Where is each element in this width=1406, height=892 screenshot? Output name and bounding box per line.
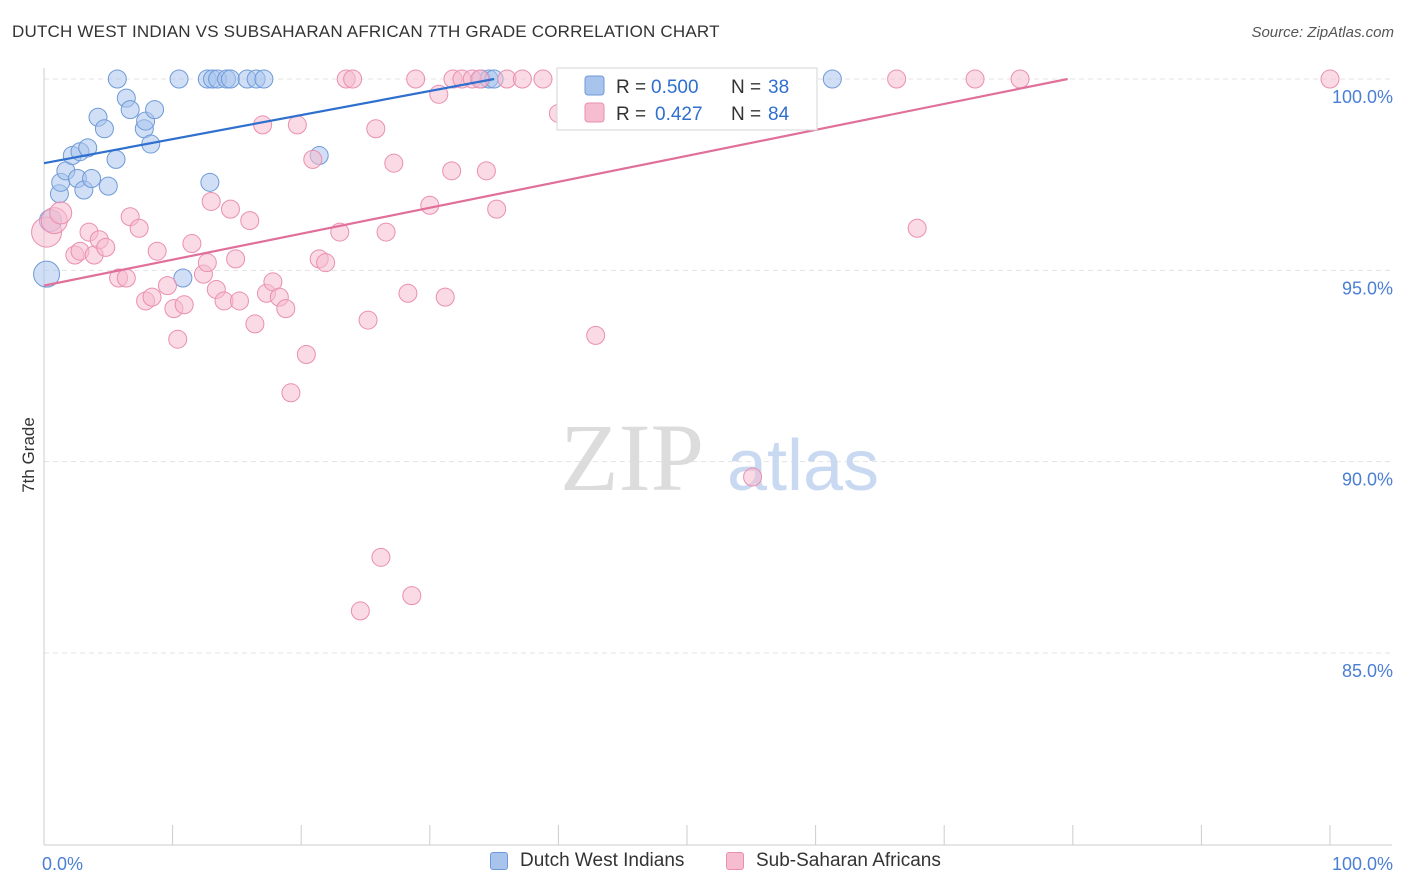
point-sub-saharan-african bbox=[229, 291, 249, 311]
point-sub-saharan-african bbox=[287, 115, 307, 135]
point-dutch-west-indian bbox=[169, 69, 189, 89]
point-sub-saharan-african bbox=[512, 69, 532, 89]
legend-box: R = 0.500 N = 38 R = 0.427 N = 84 bbox=[556, 67, 818, 131]
point-dutch-west-indian bbox=[106, 149, 126, 169]
point-dutch-west-indian bbox=[98, 176, 118, 196]
point-sub-saharan-african bbox=[442, 161, 462, 181]
point-sub-saharan-african bbox=[384, 153, 404, 173]
legend-label-sub-saharan-africans: Sub-Saharan Africans bbox=[756, 850, 941, 871]
legend-n-label-blue: N = bbox=[731, 77, 761, 98]
point-sub-saharan-african bbox=[1010, 69, 1030, 89]
trendline-sub-saharan-african bbox=[43, 77, 1068, 287]
point-sub-saharan-african bbox=[965, 69, 985, 89]
point-dutch-west-indian bbox=[173, 268, 193, 288]
y-axis-label: 7th Grade bbox=[19, 417, 38, 493]
point-sub-saharan-african bbox=[168, 329, 188, 349]
point-sub-saharan-african bbox=[476, 161, 496, 181]
point-dutch-west-indian bbox=[254, 69, 274, 89]
legend-swatch-pink bbox=[584, 102, 605, 123]
point-sub-saharan-african bbox=[420, 195, 440, 215]
point-sub-saharan-african bbox=[129, 218, 149, 238]
point-sub-saharan-african bbox=[907, 218, 927, 238]
legend-swatch-sub-saharan-africans bbox=[726, 852, 744, 870]
x-tick-label-max: 100.0% bbox=[1332, 854, 1393, 874]
legend-n-value-pink: 84 bbox=[768, 104, 790, 125]
y-tick-label: 95.0% bbox=[1342, 278, 1393, 298]
point-sub-saharan-african bbox=[240, 211, 260, 231]
point-dutch-west-indian bbox=[82, 168, 102, 188]
legend-r-value-pink: 0.427 bbox=[655, 104, 703, 125]
trendline-dutch-west-indian bbox=[43, 77, 495, 165]
point-dutch-west-indian bbox=[220, 69, 240, 89]
point-sub-saharan-african bbox=[406, 69, 426, 89]
point-sub-saharan-african bbox=[350, 601, 370, 621]
point-sub-saharan-african bbox=[220, 199, 240, 219]
point-sub-saharan-african bbox=[49, 201, 73, 225]
point-sub-saharan-african bbox=[174, 295, 194, 315]
bottom-legend: Dutch West Indians Sub-Saharan Africans bbox=[0, 850, 1406, 880]
point-dutch-west-indian bbox=[33, 260, 61, 288]
watermark-atlas: atlas bbox=[727, 426, 879, 506]
point-sub-saharan-african bbox=[376, 222, 396, 242]
y-tick-label: 85.0% bbox=[1342, 661, 1393, 681]
point-sub-saharan-african bbox=[435, 287, 455, 307]
legend-swatch-dutch-west-indians bbox=[490, 852, 508, 870]
legend-n-label-pink: N = bbox=[731, 104, 761, 125]
point-sub-saharan-african bbox=[316, 253, 336, 273]
legend-label-dutch-west-indians: Dutch West Indians bbox=[520, 850, 685, 871]
point-dutch-west-indian bbox=[78, 138, 98, 158]
watermark-zip: ZIP bbox=[560, 404, 704, 511]
point-dutch-west-indian bbox=[107, 69, 127, 89]
point-sub-saharan-african bbox=[201, 191, 221, 211]
y-tick-label: 100.0% bbox=[1332, 87, 1393, 107]
legend-r-value-blue: 0.500 bbox=[651, 77, 699, 98]
legend-swatch-blue bbox=[584, 75, 605, 96]
point-sub-saharan-african bbox=[245, 314, 265, 334]
point-sub-saharan-african bbox=[398, 283, 418, 303]
point-sub-saharan-african bbox=[358, 310, 378, 330]
point-sub-saharan-african bbox=[366, 119, 386, 139]
chart-title: DUTCH WEST INDIAN VS SUBSAHARAN AFRICAN … bbox=[12, 22, 720, 41]
point-sub-saharan-african bbox=[253, 115, 273, 135]
legend-n-value-blue: 38 bbox=[768, 77, 789, 98]
point-dutch-west-indian bbox=[120, 100, 140, 120]
point-sub-saharan-african bbox=[586, 325, 606, 345]
point-sub-saharan-african bbox=[157, 276, 177, 296]
x-tick-label-min: 0.0% bbox=[42, 854, 83, 874]
point-sub-saharan-african bbox=[371, 547, 391, 567]
point-sub-saharan-african bbox=[96, 237, 116, 257]
point-sub-saharan-african bbox=[887, 69, 907, 89]
point-sub-saharan-african bbox=[281, 383, 301, 403]
point-sub-saharan-african bbox=[533, 69, 553, 89]
point-sub-saharan-african bbox=[147, 241, 167, 261]
point-sub-saharan-african bbox=[182, 234, 202, 254]
point-dutch-west-indian bbox=[145, 100, 165, 120]
point-dutch-west-indian bbox=[822, 69, 842, 89]
point-sub-saharan-african bbox=[296, 345, 316, 365]
legend-item-sub-saharan-africans[interactable]: Sub-Saharan Africans bbox=[726, 850, 941, 872]
point-sub-saharan-african bbox=[343, 69, 363, 89]
legend-item-dutch-west-indians[interactable]: Dutch West Indians bbox=[490, 850, 684, 872]
point-sub-saharan-african bbox=[303, 149, 323, 169]
point-sub-saharan-african bbox=[1320, 69, 1340, 89]
point-sub-saharan-african bbox=[470, 69, 490, 89]
legend-r-label-pink: R = bbox=[616, 104, 646, 125]
point-sub-saharan-african bbox=[142, 287, 162, 307]
point-sub-saharan-african bbox=[116, 268, 136, 288]
point-sub-saharan-african bbox=[226, 249, 246, 269]
point-sub-saharan-african bbox=[487, 199, 507, 219]
point-sub-saharan-african bbox=[402, 586, 422, 606]
point-dutch-west-indian bbox=[200, 172, 220, 192]
source-label: Source: ZipAtlas.com bbox=[1251, 24, 1394, 41]
point-sub-saharan-african bbox=[197, 253, 217, 273]
point-sub-saharan-african bbox=[743, 467, 763, 487]
point-sub-saharan-african bbox=[276, 299, 296, 319]
point-dutch-west-indian bbox=[94, 119, 114, 139]
y-tick-label: 90.0% bbox=[1342, 470, 1393, 490]
legend-r-label-blue: R = bbox=[616, 77, 646, 98]
